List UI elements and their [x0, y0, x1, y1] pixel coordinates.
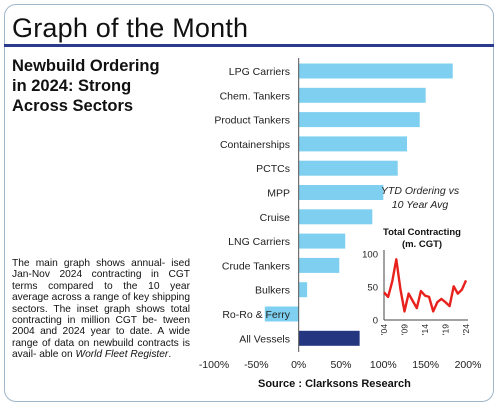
- category-label: Ro-Ro & Ferry: [222, 309, 290, 321]
- description-line: on newbuild contracts is avail-: [12, 337, 190, 361]
- description-line: date. A wide range of data: [12, 326, 190, 349]
- category-label: PCTCs: [256, 163, 290, 175]
- inset-title: Total Contracting: [383, 227, 461, 238]
- headline-line: Across Sectors: [12, 97, 134, 115]
- bar-crude-tankers: [298, 257, 340, 273]
- inset-x-tick: '19: [441, 324, 451, 335]
- category-label: All Vessels: [239, 333, 290, 345]
- description-line: ised Jan-Nov 2024 contracting: [12, 258, 190, 281]
- world-fleet-register-text: World Fleet Register: [75, 349, 169, 361]
- annotation-text: 10 Year Avg: [392, 199, 449, 211]
- bar-bulkers: [298, 282, 308, 298]
- total-contracting-line: [383, 258, 468, 313]
- inset-y-tick: 0: [373, 316, 378, 327]
- inset-x-tick: '14: [420, 324, 430, 335]
- description-line: able on: [39, 349, 76, 361]
- header-rule: [4, 44, 494, 47]
- description-line: in CGT terms compared to the: [12, 269, 190, 292]
- category-label: Crude Tankers: [222, 260, 290, 272]
- bar-product-tankers: [298, 112, 420, 128]
- headline-line: Newbuild Ordering: [12, 57, 160, 75]
- category-label: LPG Carriers: [229, 66, 290, 78]
- inset-title: (m. CGT): [402, 239, 442, 250]
- category-label: MPP: [267, 188, 290, 200]
- description-line: 10 year average across a: [12, 280, 190, 304]
- category-label: LNG Carriers: [228, 236, 290, 248]
- bar-lng-carriers: [298, 233, 346, 249]
- source-note: Source : Clarksons Research: [258, 378, 411, 390]
- bar-ro-ro-ferry: [264, 306, 299, 322]
- description-line-end: .: [168, 349, 172, 361]
- x-tick-label: -50%: [244, 359, 269, 371]
- inset-y-tick: 50: [367, 283, 378, 294]
- bar-all-vessels: [298, 330, 360, 346]
- x-tick-label: 150%: [412, 359, 439, 371]
- category-label: Bulkers: [255, 285, 290, 297]
- inset-y-tick: 100: [362, 250, 378, 261]
- x-tick-label: 100%: [370, 359, 397, 371]
- category-label: Product Tankers: [214, 115, 290, 127]
- x-tick-label: -100%: [199, 359, 229, 371]
- inset-x-tick: '09: [400, 324, 410, 335]
- category-label: Containerships: [220, 139, 290, 151]
- bar-cruise: [298, 209, 373, 225]
- description-line: The inset graph shows total: [53, 303, 191, 315]
- bar-mpp: [298, 185, 384, 200]
- description-line: contracting in million CGT be-: [12, 315, 163, 327]
- description: The main graph shows annual- ised Jan-No…: [12, 258, 190, 361]
- card-frame: [4, 4, 494, 402]
- x-tick-label: 0%: [291, 359, 306, 371]
- x-tick-label: 50%: [330, 359, 351, 371]
- description-line: The main graph shows annual-: [12, 258, 172, 269]
- headline: Newbuild Ordering in 2024: Strong Across…: [12, 56, 192, 116]
- category-label: Cruise: [260, 212, 291, 224]
- description-line: tween 2004 and 2024 year to: [12, 315, 190, 338]
- category-label: Chem. Tankers: [220, 90, 290, 102]
- description-line: range of key shipping sectors.: [12, 292, 190, 315]
- bar-containerships: [298, 136, 408, 152]
- inset-x-tick: '04: [379, 324, 389, 335]
- annotation-text: YTD Ordering vs: [381, 185, 460, 197]
- x-tick-label: 200%: [455, 359, 482, 371]
- inset-x-tick: '24: [461, 324, 471, 335]
- bar-lpg-carriers: [298, 63, 453, 79]
- headline-line: in 2024: Strong: [12, 77, 132, 95]
- page-title: Graph of the Month: [12, 13, 249, 43]
- bar-pctcs: [298, 160, 398, 176]
- bar-chem-tankers: [298, 87, 426, 103]
